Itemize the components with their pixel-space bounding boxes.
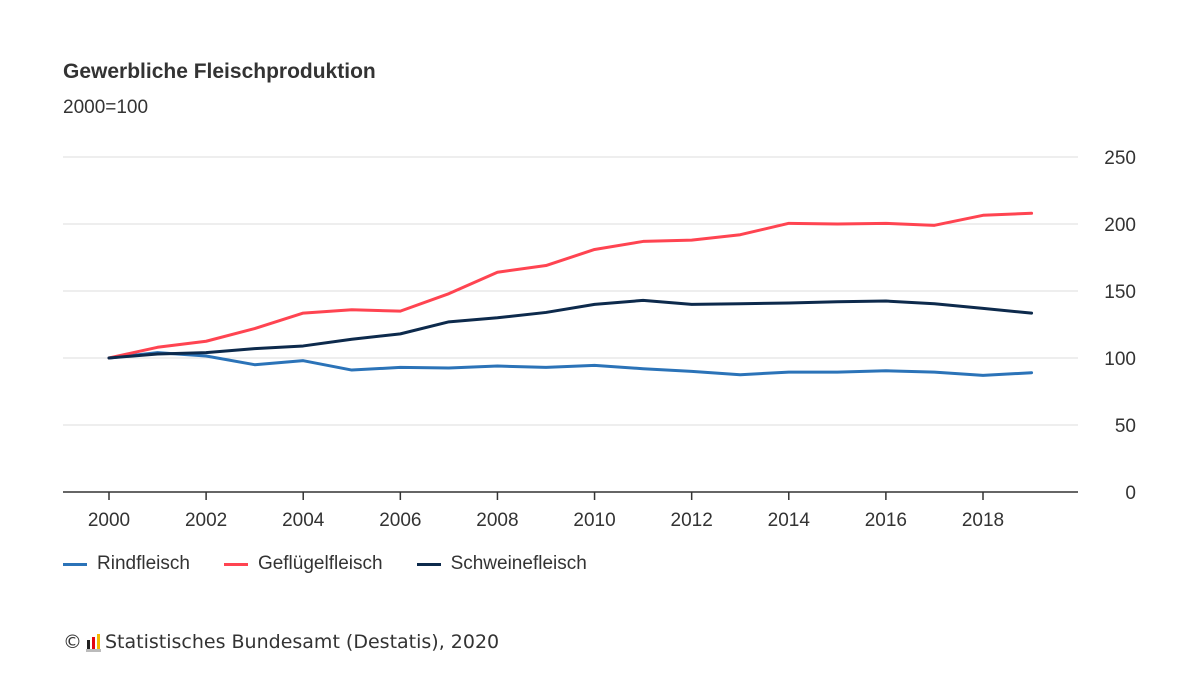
legend-label: Geflügelfleisch — [257, 553, 383, 574]
source-footer: © Statistisches Bundesamt (Destatis), 20… — [63, 631, 499, 653]
x-tick-label: 2014 — [768, 510, 811, 531]
y-tick-label: 0 — [1125, 483, 1136, 504]
series-line-schweinefleisch — [107, 298, 1034, 360]
x-tick-label: 2008 — [476, 510, 518, 531]
series-line-rindfleisch — [107, 351, 1034, 377]
legend-item-gefluegelfleisch[interactable]: Geflügelfleisch — [223, 553, 383, 575]
y-tick-label: 250 — [1104, 148, 1136, 169]
series-line-geflügelfleisch — [107, 211, 1034, 360]
y-tick-label: 200 — [1104, 215, 1136, 236]
copyright-symbol: © — [63, 631, 82, 653]
legend-label: Schweinefleisch — [450, 553, 587, 574]
x-tick-label: 2000 — [88, 510, 130, 531]
x-tick-label: 2004 — [282, 510, 325, 531]
x-tick-label: 2016 — [865, 510, 907, 531]
y-tick-label: 150 — [1104, 282, 1136, 303]
source-text: Statistisches Bundesamt (Destatis), 2020 — [105, 631, 500, 653]
x-tick-label: 2002 — [185, 510, 227, 531]
y-tick-label: 100 — [1104, 349, 1136, 370]
x-tick-label: 2012 — [671, 510, 713, 531]
legend-swatch — [223, 562, 248, 566]
legend-item-schweinefleisch[interactable]: Schweinefleisch — [416, 553, 587, 575]
y-tick-label: 50 — [1115, 416, 1136, 437]
x-tick-label: 2010 — [573, 510, 615, 531]
legend-item-rindfleisch[interactable]: Rindfleisch — [63, 553, 190, 575]
legend-swatch — [63, 562, 87, 566]
x-tick-label: 2006 — [379, 510, 421, 531]
chart-title: Gewerbliche Fleischproduktion — [63, 60, 376, 83]
x-tick-label: 2018 — [962, 510, 1004, 531]
destatis-logo-icon — [86, 633, 101, 652]
legend-label: Rindfleisch — [97, 553, 190, 574]
chart-subtitle: 2000=100 — [63, 97, 149, 118]
legend-swatch — [416, 562, 441, 566]
legend: Rindfleisch Geflügelfleisch Schweineflei… — [63, 553, 587, 575]
